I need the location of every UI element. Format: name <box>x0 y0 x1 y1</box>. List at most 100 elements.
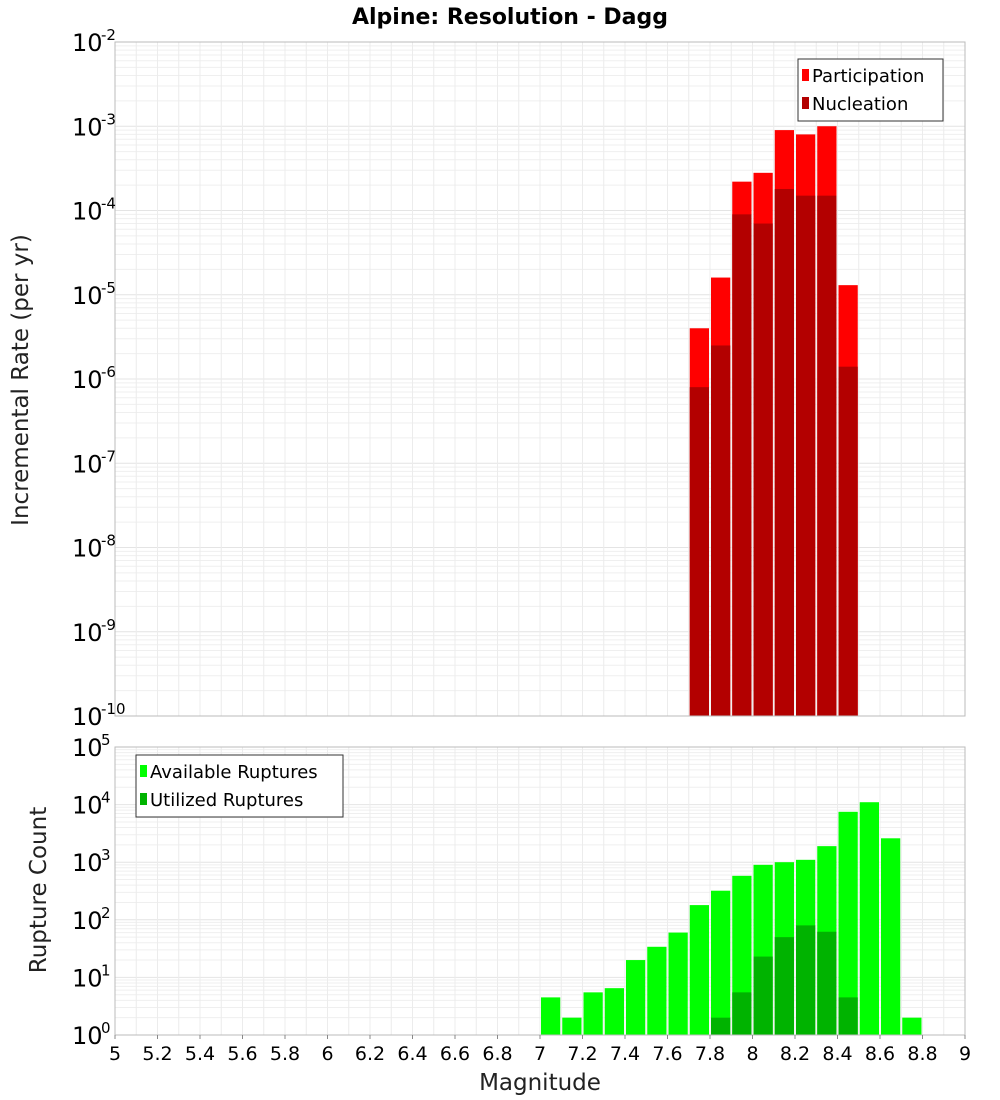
bottom-y-tick-exponent: 1 <box>101 961 111 979</box>
bottom-y-tick-exponent: 4 <box>101 789 111 807</box>
utilized-ruptures-legend-swatch <box>140 793 147 805</box>
x-tick-label: 7.8 <box>695 1043 725 1065</box>
available-ruptures-legend-label: Available Ruptures <box>150 762 318 783</box>
top-legend <box>797 58 944 122</box>
available-ruptures-bar <box>626 960 646 1035</box>
top-y-tick-exponent: -4 <box>101 195 116 213</box>
nucleation-bar <box>753 223 773 717</box>
utilized-ruptures-bar <box>732 992 752 1035</box>
bottom-y-axis-label: Rupture Count <box>26 807 52 973</box>
nucleation-legend-swatch <box>802 97 809 109</box>
available-ruptures-bar <box>668 932 688 1035</box>
top-y-tick-exponent: -5 <box>101 279 116 297</box>
available-ruptures-bar <box>902 1017 922 1035</box>
bottom-y-tick-label: 10 <box>72 1022 103 1050</box>
bottom-y-tick-exponent: 2 <box>101 904 111 922</box>
x-tick-label: 8.2 <box>780 1043 810 1065</box>
x-tick-label: 6.8 <box>482 1043 512 1065</box>
x-tick-label: 6.6 <box>440 1043 470 1065</box>
bottom-plot-bars <box>541 802 922 1035</box>
bottom-y-tick-label: 10 <box>72 907 103 935</box>
utilized-ruptures-bar <box>838 997 858 1035</box>
x-tick-label: 9 <box>959 1043 971 1065</box>
top-y-tick-label: 10 <box>72 29 103 57</box>
x-tick-label: 8.6 <box>865 1043 895 1065</box>
x-tick-label: 6 <box>321 1043 333 1065</box>
nucleation-bar <box>796 195 816 716</box>
x-tick-label: 6.2 <box>355 1043 385 1065</box>
chart-title: Alpine: Resolution - Dagg <box>352 5 668 30</box>
utilized-ruptures-bar <box>774 937 794 1035</box>
bottom-y-tick-label: 10 <box>72 734 103 762</box>
utilized-ruptures-legend-label: Utilized Ruptures <box>150 790 303 811</box>
bottom-y-tick-exponent: 5 <box>101 731 111 749</box>
top-y-tick-exponent: -8 <box>101 532 116 550</box>
bottom-y-tick-label: 10 <box>72 964 103 992</box>
available-ruptures-bar <box>859 802 879 1035</box>
top-y-tick-label: 10 <box>72 450 103 478</box>
top-y-tick-label: 10 <box>72 113 103 141</box>
nucleation-bar <box>711 345 731 716</box>
bottom-y-tick-exponent: 0 <box>101 1019 111 1037</box>
available-ruptures-bar <box>689 905 709 1035</box>
available-ruptures-bar <box>604 988 624 1035</box>
x-tick-label: 7.4 <box>610 1043 640 1065</box>
available-ruptures-bar <box>583 992 603 1035</box>
participation-legend-label: Participation <box>812 66 924 87</box>
x-axis-ticks: 5 5.2 5.4 5.6 5.8 6 6.2 6.4 6.6 6.8 7 7.2 7.4 7.6 7.8 8… <box>109 1035 971 1065</box>
available-ruptures-bar <box>838 811 858 1035</box>
x-tick-label: 6.4 <box>397 1043 427 1065</box>
x-tick-label: 8.8 <box>907 1043 937 1065</box>
top-y-tick-exponent: -10 <box>101 700 126 718</box>
nucleation-bar <box>817 195 837 716</box>
x-tick-label: 5.4 <box>185 1043 215 1065</box>
utilized-ruptures-bar <box>753 956 773 1035</box>
nucleation-bar <box>732 214 752 716</box>
available-ruptures-bar <box>711 890 731 1035</box>
top-y-tick-exponent: -7 <box>101 447 116 465</box>
top-y-axis-label: Incremental Rate (per yr) <box>8 234 34 526</box>
top-plot-grid <box>114 42 966 717</box>
top-plot-border <box>114 41 966 717</box>
top-y-tick-label: 10 <box>72 198 103 226</box>
x-tick-label: 7 <box>534 1043 546 1065</box>
top-y-tick-exponent: -3 <box>101 110 116 128</box>
top-plot-bars <box>689 126 858 717</box>
x-tick-label: 5.8 <box>270 1043 300 1065</box>
x-tick-label: 5 <box>109 1043 121 1065</box>
top-y-tick-label: 10 <box>72 619 103 647</box>
available-ruptures-bar <box>647 946 667 1035</box>
bottom-legend <box>135 754 344 818</box>
x-tick-label: 7.6 <box>652 1043 682 1065</box>
top-y-tick-label: 10 <box>72 282 103 310</box>
nucleation-bar <box>774 188 794 716</box>
x-axis-label: Magnitude <box>479 1070 601 1096</box>
available-ruptures-legend-swatch <box>140 765 147 777</box>
x-tick-label: 7.2 <box>567 1043 597 1065</box>
available-ruptures-bar <box>541 997 561 1035</box>
top-y-tick-exponent: -6 <box>101 363 116 381</box>
x-tick-label: 5.6 <box>227 1043 257 1065</box>
bottom-y-tick-label: 10 <box>72 792 103 820</box>
nucleation-bar <box>689 387 709 716</box>
x-tick-label: 8 <box>746 1043 758 1065</box>
top-y-tick-exponent: -9 <box>101 616 116 634</box>
top-plot-frame <box>114 41 966 717</box>
x-tick-label: 5.2 <box>142 1043 172 1065</box>
top-y-tick-label: 10 <box>72 535 103 563</box>
bottom-y-tick-exponent: 3 <box>101 846 111 864</box>
nucleation-legend-label: Nucleation <box>812 94 908 115</box>
nucleation-bar <box>838 366 858 716</box>
available-ruptures-bar <box>562 1017 582 1035</box>
x-tick-label: 8.4 <box>822 1043 852 1065</box>
bottom-y-tick-label: 10 <box>72 849 103 877</box>
utilized-ruptures-bar <box>817 931 837 1035</box>
available-ruptures-bar <box>881 838 901 1035</box>
top-y-tick-label: 10 <box>72 366 103 394</box>
legends: Participation Nucleation Available Rupture… <box>135 58 944 818</box>
utilized-ruptures-bar <box>711 1017 731 1035</box>
